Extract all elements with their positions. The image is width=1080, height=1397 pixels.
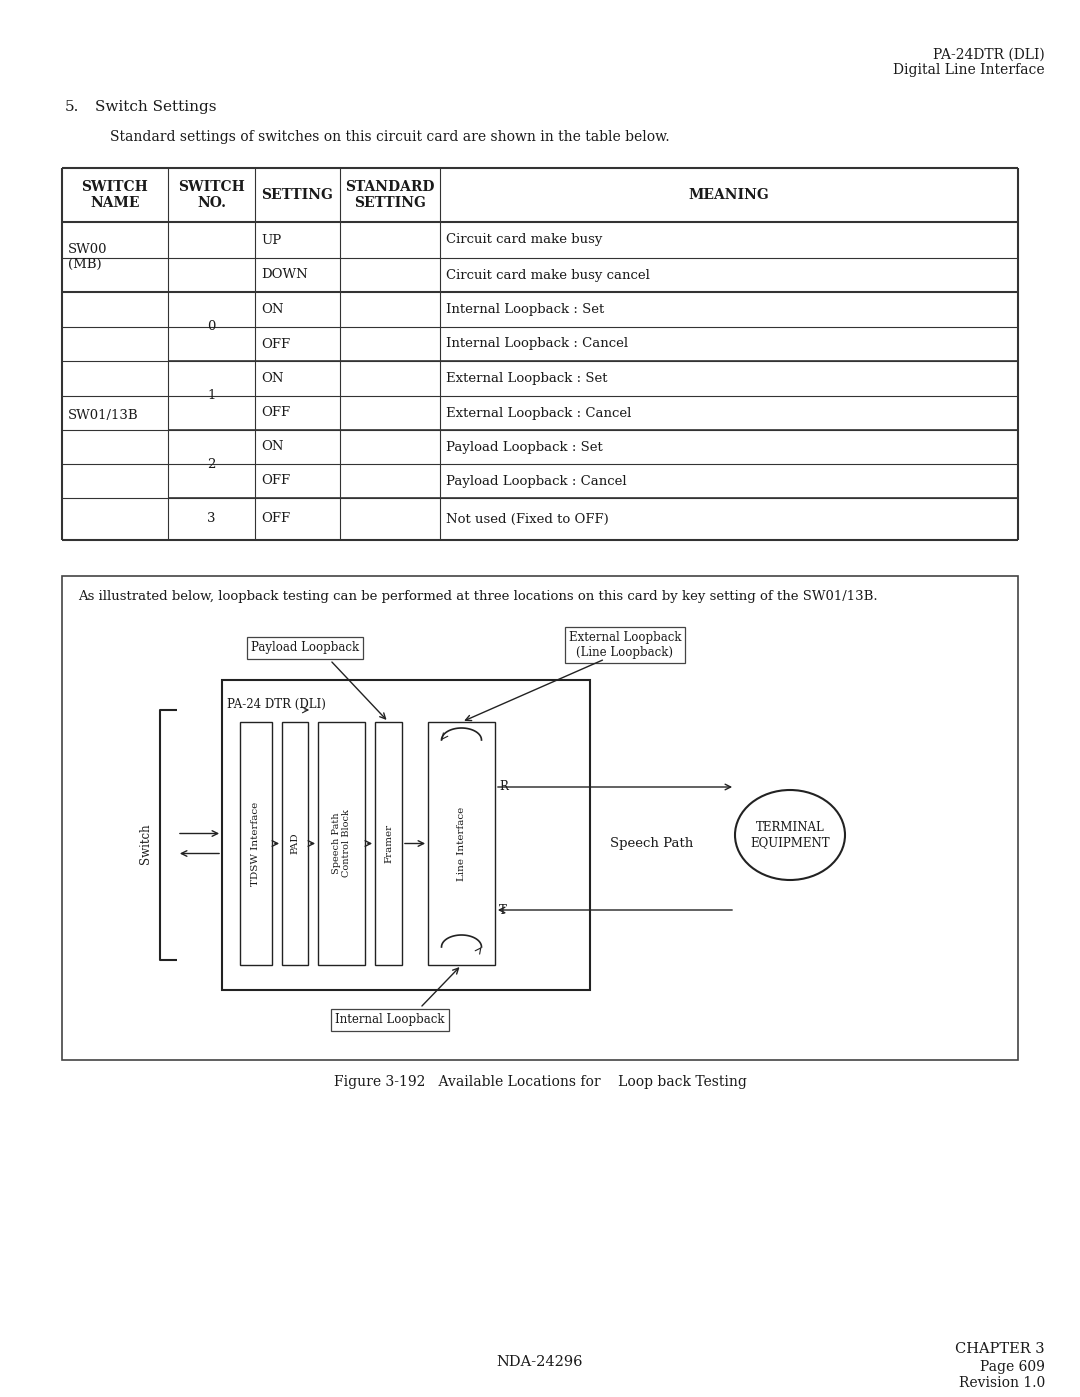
Bar xyxy=(375,722,402,965)
Text: ON: ON xyxy=(261,440,283,454)
Text: 1: 1 xyxy=(207,388,216,402)
Text: OFF: OFF xyxy=(261,475,291,488)
Text: TERMINAL
EQUIPMENT: TERMINAL EQUIPMENT xyxy=(751,821,829,849)
Text: NDA-24296: NDA-24296 xyxy=(497,1355,583,1369)
Text: SWITCH
NAME: SWITCH NAME xyxy=(82,180,148,210)
Text: ON: ON xyxy=(261,303,283,316)
Bar xyxy=(222,680,590,990)
Text: OFF: OFF xyxy=(261,338,291,351)
Text: Payload Loopback: Payload Loopback xyxy=(251,641,359,655)
Text: PA-24DTR (DLI): PA-24DTR (DLI) xyxy=(933,47,1045,61)
Text: 2: 2 xyxy=(207,457,216,471)
Text: R: R xyxy=(499,781,508,793)
Text: 0: 0 xyxy=(207,320,216,332)
Ellipse shape xyxy=(735,789,845,880)
Text: SWITCH
NO.: SWITCH NO. xyxy=(178,180,245,210)
Text: SETTING: SETTING xyxy=(261,189,334,203)
Text: TDSW Interface: TDSW Interface xyxy=(252,802,260,886)
Text: Not used (Fixed to OFF): Not used (Fixed to OFF) xyxy=(446,513,609,525)
Text: T: T xyxy=(499,904,507,916)
Text: Payload Loopback : Set: Payload Loopback : Set xyxy=(446,440,603,454)
Text: Switch: Switch xyxy=(138,823,151,863)
Text: External Loopback : Set: External Loopback : Set xyxy=(446,372,607,386)
Text: OFF: OFF xyxy=(261,407,291,419)
Text: CHAPTER 3: CHAPTER 3 xyxy=(956,1343,1045,1356)
Text: Circuit card make busy cancel: Circuit card make busy cancel xyxy=(446,268,650,282)
Text: Standard settings of switches on this circuit card are shown in the table below.: Standard settings of switches on this ci… xyxy=(110,130,670,144)
Bar xyxy=(240,722,272,965)
Text: MEANING: MEANING xyxy=(689,189,769,203)
Bar xyxy=(428,722,495,965)
Text: Revision 1.0: Revision 1.0 xyxy=(959,1376,1045,1390)
Text: Line Interface: Line Interface xyxy=(457,806,465,880)
Text: STANDARD
SETTING: STANDARD SETTING xyxy=(346,180,435,210)
Bar xyxy=(62,576,1018,1060)
Text: PAD: PAD xyxy=(291,833,299,855)
Text: Digital Line Interface: Digital Line Interface xyxy=(893,63,1045,77)
Bar xyxy=(318,722,365,965)
Text: External Loopback
(Line Loopback): External Loopback (Line Loopback) xyxy=(569,631,681,659)
Text: Figure 3-192   Available Locations for    Loop back Testing: Figure 3-192 Available Locations for Loo… xyxy=(334,1076,746,1090)
Text: UP: UP xyxy=(261,233,281,246)
Text: Internal Loopback : Set: Internal Loopback : Set xyxy=(446,303,604,316)
Text: Framer: Framer xyxy=(384,824,393,863)
Text: External Loopback : Cancel: External Loopback : Cancel xyxy=(446,407,632,419)
Text: DOWN: DOWN xyxy=(261,268,308,282)
Text: Speech Path: Speech Path xyxy=(610,837,693,849)
Text: Circuit card make busy: Circuit card make busy xyxy=(446,233,603,246)
Text: Payload Loopback : Cancel: Payload Loopback : Cancel xyxy=(446,475,626,488)
Text: SW00
(MB): SW00 (MB) xyxy=(68,243,108,271)
Text: Page 609: Page 609 xyxy=(981,1361,1045,1375)
Text: Internal Loopback : Cancel: Internal Loopback : Cancel xyxy=(446,338,629,351)
Text: SW01/13B: SW01/13B xyxy=(68,409,138,422)
Text: OFF: OFF xyxy=(261,513,291,525)
Text: ON: ON xyxy=(261,372,283,386)
Text: 5.: 5. xyxy=(65,101,79,115)
Text: Internal Loopback: Internal Loopback xyxy=(335,1013,445,1027)
Text: Switch Settings: Switch Settings xyxy=(95,101,216,115)
Text: 3: 3 xyxy=(207,513,216,525)
Text: PA-24 DTR (DLI): PA-24 DTR (DLI) xyxy=(227,698,326,711)
Text: Speech Path
Control Block: Speech Path Control Block xyxy=(332,810,351,877)
Bar xyxy=(282,722,308,965)
Text: As illustrated below, loopback testing can be performed at three locations on th: As illustrated below, loopback testing c… xyxy=(78,590,878,604)
